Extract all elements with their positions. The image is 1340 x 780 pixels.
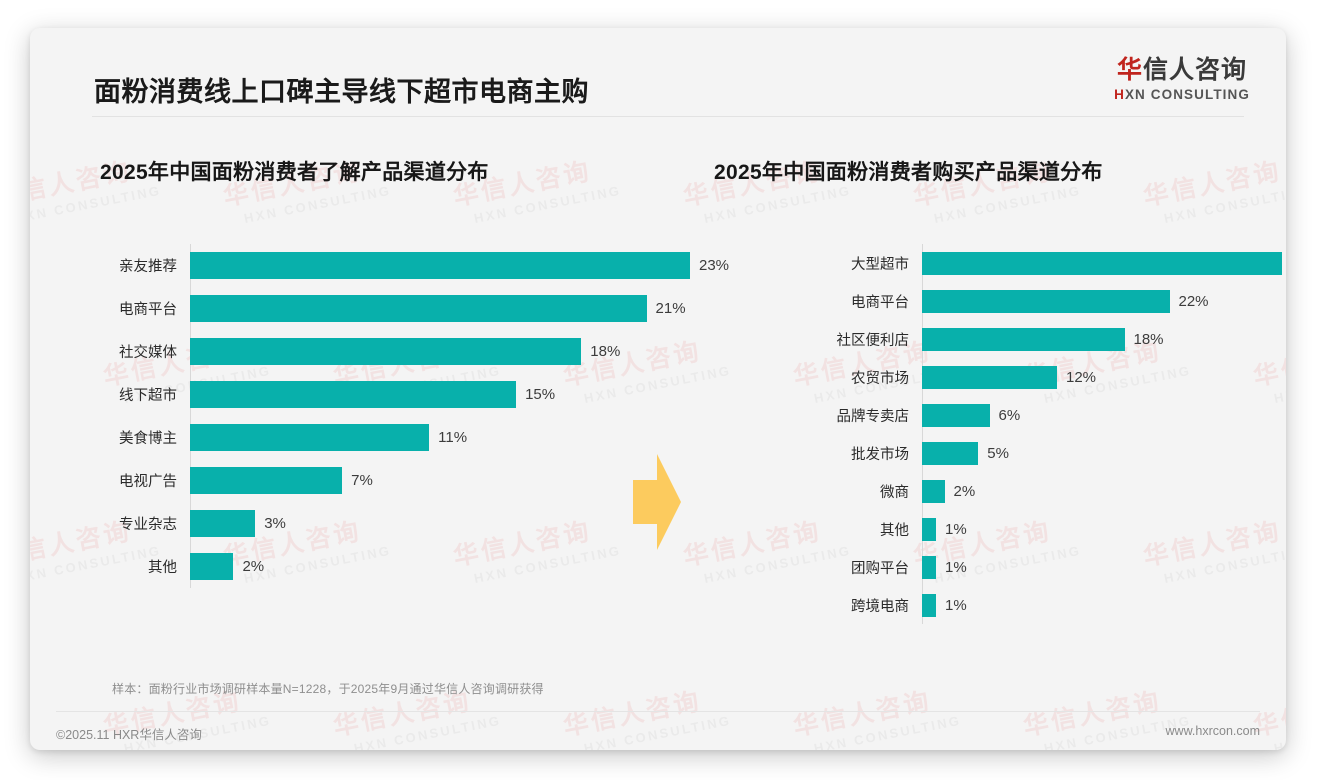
chart-bar-row: 农贸市场 12% [712,358,1252,396]
chart-bar [922,251,1282,275]
chart-value-label: 1% [945,558,967,576]
chart-value-label: 18% [1133,330,1164,348]
chart-value-label: 11% [438,429,468,446]
slide-header: 面粉消费线上口碑主导线下超市电商主购 华信人咨询 HXN CONSULTING [30,28,1286,120]
chart-bar-row: 电商平台 21% [92,287,692,330]
chart-category-label: 品牌专卖店 [836,408,910,425]
chart-value-label: 18% [590,343,621,360]
chart-value-label: 1% [945,520,967,538]
company-logo: 华信人咨询 HXN CONSULTING [1114,56,1250,102]
chart-title-awareness: 2025年中国面粉消费者了解产品渠道分布 [100,161,489,184]
chart-bar [922,517,936,541]
page-title: 面粉消费线上口碑主导线下超市电商主购 [94,77,589,107]
chart-bar [190,338,582,365]
logo-cn-accent-char: 华 [1117,56,1144,84]
chart-value-label: 1% [945,596,967,614]
chart-category-label: 团购平台 [851,560,909,577]
chart-bar [190,424,430,451]
logo-en-accent-char: H [1114,86,1125,102]
chart-category-label: 电视广告 [119,474,177,490]
chart-bar-row: 电商平台 22% [712,282,1252,320]
logo-cn-rest: 信人咨询 [1143,56,1248,84]
chart-bar [190,252,690,279]
chart-title-purchase: 2025年中国面粉消费者购买产品渠道分布 [714,161,1103,184]
chart-plot-purchase: 大型超市32% 电商平台 22% 社区便利店 18% 农贸市场 12% 品牌专卖店 6% 批发市场… [712,244,1282,624]
chart-value-label: 21% [655,300,686,317]
chart-category-label: 美食博主 [119,431,177,447]
chart-bar-row: 跨境电商 1% [712,586,1252,624]
chart-axis-line [922,244,923,624]
chart-bar-row: 批发市场 5% [712,434,1252,472]
chart-bar-row: 社交媒体 18% [92,330,692,373]
logo-chinese-text: 华信人咨询 [1114,56,1250,85]
chart-bar-row: 品牌专卖店 6% [712,396,1252,434]
chart-bar-row: 大型超市32% [712,244,1282,282]
chart-bar [190,381,517,408]
slide-card: 华信人咨询 HXN CONSULTING 华信人咨询 HXN CONSULTING 华信… [30,28,1286,750]
chart-category-label: 其他 [148,560,177,576]
chart-value-label: 3% [264,515,286,532]
chart-category-label: 社交媒体 [119,345,177,361]
chart-category-label: 线下超市 [119,388,177,404]
chart-bar [922,289,1170,313]
chart-category-label: 微商 [880,484,909,501]
chart-plot-awareness: 亲友推荐 23% 电商平台 21% 社交媒体 18% 线下超市 15% 美食博主 11% 电视广告 7… [92,244,729,588]
chart-category-label: 电商平台 [119,302,177,318]
title-divider [92,116,1244,117]
slide-footer: ©2025.11 HXR华信人咨询 www.hxrcon.com [30,720,1286,750]
chart-bar [190,553,234,580]
footer-website[interactable]: www.hxrcon.com [1165,724,1260,738]
chart-bar [922,365,1057,389]
chart-bar [922,441,979,465]
footer-copyright: ©2025.11 HXR华信人咨询 [56,728,202,742]
chart-value-label: 6% [998,406,1021,424]
chart-bar-row: 其他 1% [712,510,1252,548]
chart-panel-awareness: 2025年中国面粉消费者了解产品渠道分布 亲友推荐 23% 电商平台 21% 社交媒体 1… [92,156,729,588]
chart-value-label: 7% [351,472,373,489]
chart-axis-line [190,244,191,588]
chart-value-label: 23% [699,257,730,274]
logo-english-text: HXN CONSULTING [1114,87,1250,102]
chart-bar-row: 亲友推荐 23% [92,244,729,287]
chart-value-label: 22% [1178,292,1209,310]
chart-bar-row: 社区便利店 18% [712,320,1252,358]
chart-bar [190,510,256,537]
chart-category-label: 电商平台 [851,294,909,311]
chart-value-label: 5% [987,444,1009,462]
chart-category-label: 社区便利店 [836,332,910,349]
chart-bar-row: 专业杂志 3% [92,502,692,545]
sample-footnote: 样本：面粉行业市场调研样本量N=1228，于2025年9月通过华信人咨询调研获得 [112,682,544,696]
chart-value-label: 15% [525,386,556,403]
chart-category-label: 专业杂志 [119,517,177,533]
footer-divider [56,711,1260,712]
chart-category-label: 大型超市 [851,256,909,273]
chart-bar-row: 团购平台 1% [712,548,1252,586]
chart-bar [922,555,936,579]
chart-category-label: 跨境电商 [851,598,909,615]
chart-bar [922,479,945,503]
chart-bar-row: 其他 2% [92,545,692,588]
chart-bar-row: 线下超市 15% [92,373,692,416]
chart-value-label: 12% [1066,368,1097,386]
chart-bar-row: 美食博主 11% [92,416,692,459]
chart-category-label: 亲友推荐 [119,259,177,275]
chart-bar [922,593,936,617]
chart-bar-row: 微商 2% [712,472,1252,510]
chart-category-label: 批发市场 [851,446,909,463]
chart-value-label: 32% [1282,255,1286,272]
chart-bar [922,403,990,427]
chart-category-label: 农贸市场 [851,370,909,387]
chart-value-label: 2% [242,558,265,575]
charts-container: 2025年中国面粉消费者了解产品渠道分布 亲友推荐 23% 电商平台 21% 社交媒体 1… [30,28,1286,750]
logo-en-rest: XN CONSULTING [1124,86,1250,102]
chart-panel-purchase: 2025年中国面粉消费者购买产品渠道分布 大型超市32% 电商平台 22% 社区便利店… [712,156,1282,624]
chart-value-label: 2% [953,482,976,500]
chart-category-label: 其他 [880,522,909,539]
chart-bar [190,295,647,322]
chart-bar [922,327,1125,351]
flow-arrow-right-icon [627,452,683,552]
chart-bar-row: 电视广告 7% [92,459,692,502]
chart-bar [190,467,343,494]
